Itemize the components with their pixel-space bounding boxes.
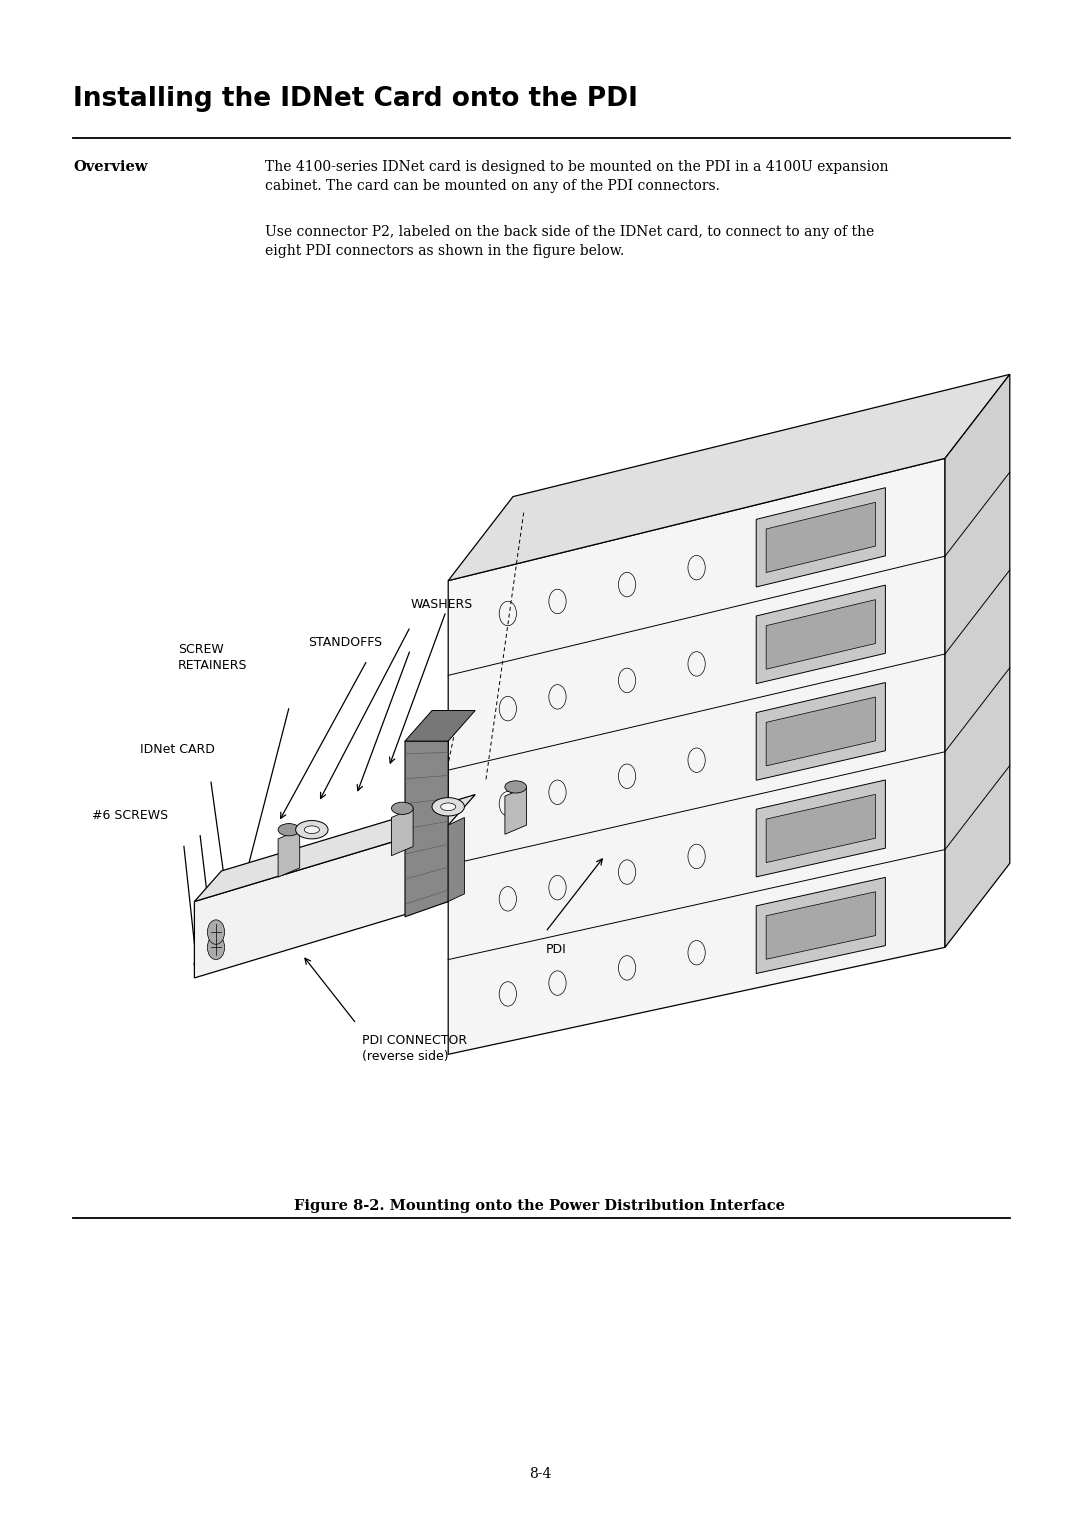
Polygon shape: [505, 787, 527, 834]
Polygon shape: [756, 779, 886, 877]
Polygon shape: [448, 458, 945, 1054]
Polygon shape: [756, 585, 886, 683]
Text: Overview: Overview: [73, 160, 148, 174]
Ellipse shape: [505, 781, 527, 793]
Ellipse shape: [441, 802, 456, 810]
Text: STANDOFFS: STANDOFFS: [308, 636, 382, 649]
Text: Installing the IDNet Card onto the PDI: Installing the IDNet Card onto the PDI: [73, 86, 638, 112]
Polygon shape: [194, 795, 475, 902]
Polygon shape: [405, 741, 448, 917]
Ellipse shape: [432, 798, 464, 816]
Text: Figure 8-2. Mounting onto the Power Distribution Interface: Figure 8-2. Mounting onto the Power Dist…: [295, 1199, 785, 1213]
Polygon shape: [448, 817, 464, 902]
Polygon shape: [194, 825, 448, 978]
Polygon shape: [766, 599, 876, 669]
Text: PDI: PDI: [545, 943, 566, 957]
Circle shape: [207, 920, 225, 944]
Polygon shape: [756, 683, 886, 781]
Polygon shape: [766, 795, 876, 863]
Ellipse shape: [279, 824, 300, 836]
Text: IDNet CARD: IDNet CARD: [140, 743, 215, 756]
Circle shape: [207, 935, 225, 960]
Ellipse shape: [391, 802, 414, 814]
Text: SCREW
RETAINERS: SCREW RETAINERS: [178, 643, 247, 672]
Polygon shape: [766, 697, 876, 766]
Polygon shape: [391, 808, 414, 856]
Text: The 4100-series IDNet card is designed to be mounted on the PDI in a 4100U expan: The 4100-series IDNet card is designed t…: [265, 160, 888, 194]
Text: Use connector P2, labeled on the back side of the IDNet card, to connect to any : Use connector P2, labeled on the back si…: [265, 225, 874, 258]
Polygon shape: [945, 374, 1010, 947]
Polygon shape: [756, 487, 886, 587]
Polygon shape: [448, 374, 1010, 581]
Ellipse shape: [296, 821, 328, 839]
Polygon shape: [279, 830, 300, 877]
Ellipse shape: [305, 825, 320, 834]
Text: PDI CONNECTOR
(reverse side): PDI CONNECTOR (reverse side): [362, 1034, 467, 1063]
Polygon shape: [766, 503, 876, 573]
Text: #6 SCREWS: #6 SCREWS: [92, 808, 167, 822]
Text: WASHERS: WASHERS: [410, 597, 473, 611]
Text: 8-4: 8-4: [529, 1467, 551, 1481]
Polygon shape: [756, 877, 886, 973]
Polygon shape: [405, 711, 475, 741]
Polygon shape: [766, 892, 876, 960]
